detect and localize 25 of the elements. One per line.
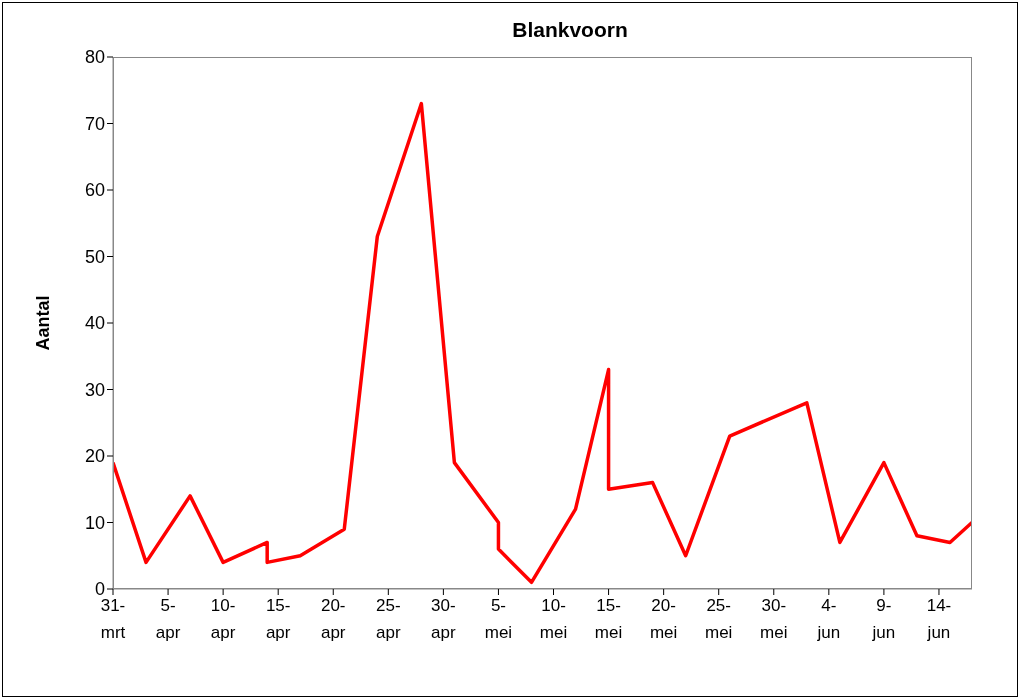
x-tick-label: 10- mei — [539, 596, 568, 642]
chart-title: Blankvoorn — [511, 18, 629, 42]
x-tick-label: 25- apr — [376, 596, 401, 642]
x-tick-label: 25- mei — [705, 596, 733, 642]
y-tick-label: 10 — [84, 512, 105, 533]
x-tick-label: 4- jun — [816, 596, 841, 642]
x-tick-label: 14- jun — [926, 596, 952, 642]
y-tick-label: 80 — [84, 47, 105, 68]
x-tick-label: 15- mei — [594, 596, 623, 642]
x-tick-label: 5- mei — [484, 596, 513, 642]
y-tick-label: 60 — [84, 180, 105, 201]
x-tick-label: 30- mei — [760, 596, 788, 642]
x-tick-label: 15- apr — [265, 596, 291, 642]
x-tick-label: 10- apr — [210, 596, 236, 642]
y-axis-title: Aantal — [33, 295, 54, 351]
y-tick-label: 20 — [84, 446, 105, 467]
x-tick-label: 9- jun — [871, 596, 896, 642]
x-tick-label: 20- mei — [649, 596, 678, 642]
x-tick-label: 5- apr — [155, 596, 181, 642]
y-tick-label: 70 — [84, 113, 105, 134]
y-tick-label: 50 — [84, 246, 105, 267]
x-tick-label: 20- apr — [320, 596, 346, 642]
y-tick-label: 40 — [84, 313, 105, 334]
y-tick-label: 30 — [84, 379, 105, 400]
x-tick-label: 30- apr — [431, 596, 456, 642]
